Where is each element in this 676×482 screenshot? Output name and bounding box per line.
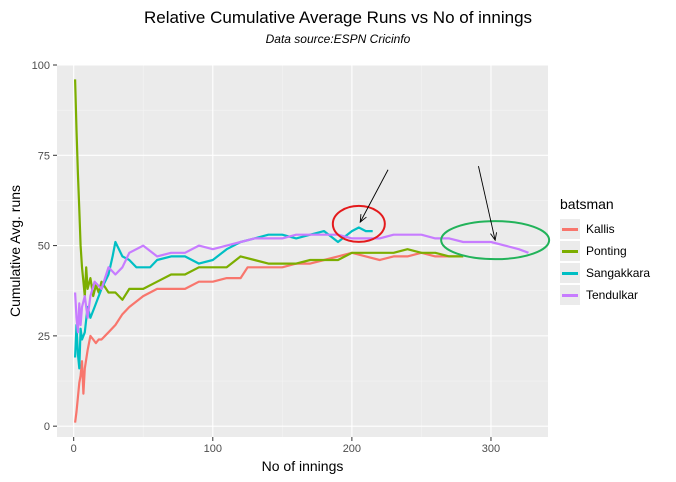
legend-key	[560, 219, 580, 239]
series-line-tendulkar	[74, 233, 529, 334]
annotations	[331, 166, 551, 261]
x-tick-label: 300	[482, 443, 500, 455]
legend-item-ponting: Ponting	[560, 240, 650, 262]
plot-panel	[57, 65, 548, 437]
y-tick-label: 25	[38, 331, 50, 343]
y-tick-label: 0	[44, 421, 50, 433]
annotation-arrow-tendulkar	[478, 166, 496, 241]
legend-label: Kallis	[586, 222, 615, 236]
x-tick-label: 0	[71, 443, 77, 455]
legend-item-kallis: Kallis	[560, 218, 650, 240]
legend-label: Ponting	[586, 244, 627, 258]
legend-key	[560, 241, 580, 261]
series-layer	[74, 79, 529, 423]
y-axis-title: Cumulative Avg. runs	[7, 185, 23, 317]
series-line-kallis	[74, 251, 464, 423]
y-tick-label: 75	[38, 150, 50, 162]
red-highlight-ellipse	[331, 204, 386, 243]
chart-title: Relative Cumulative Average Runs vs No o…	[143, 8, 533, 27]
major-gridlines	[57, 64, 548, 437]
legend-key	[560, 285, 580, 305]
annotation-arrow-sangakkara	[359, 169, 389, 223]
legend-key	[560, 263, 580, 283]
green-highlight-ellipse	[440, 220, 551, 261]
minor-gridlines	[57, 65, 548, 437]
legend-label: Tendulkar	[586, 288, 639, 302]
x-axis-title: No of innings	[262, 458, 344, 474]
chart-subtitle: Data source:ESPN Cricinfo	[265, 32, 411, 46]
annotation-arrow-tendulkar-head	[490, 232, 498, 242]
legend-label: Sangakkara	[586, 266, 651, 280]
axis-ticks: 0 100 200 300 0 25 50 75 100	[32, 60, 501, 455]
y-tick-label: 50	[38, 241, 50, 253]
legend-title: batsman	[560, 196, 614, 212]
legend: batsman Kallis Ponting Sangakkara Tendul…	[560, 196, 650, 306]
legend-item-tendulkar: Tendulkar	[560, 284, 650, 306]
x-tick-label: 200	[343, 443, 361, 455]
x-tick-label: 100	[204, 443, 222, 455]
y-tick-label: 100	[32, 60, 50, 72]
annotation-arrow-sangakkara-head	[359, 214, 367, 224]
legend-item-sangakkara: Sangakkara	[560, 262, 650, 284]
